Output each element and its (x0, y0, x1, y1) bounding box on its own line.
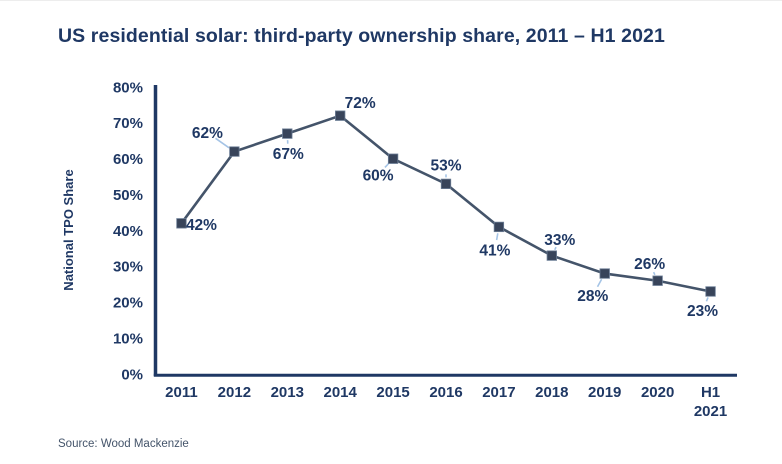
y-axis-tick-label: 50% (113, 187, 143, 204)
x-axis-tick-label: 2018 (535, 384, 568, 401)
label-leader-line (596, 278, 603, 288)
x-axis-tick-label: 2011 (165, 384, 198, 401)
y-axis-title: National TPO Share (61, 169, 76, 290)
data-point-label: 72% (345, 95, 376, 112)
data-point-label: 42% (186, 217, 217, 234)
label-leader-line (554, 246, 557, 251)
label-leader-line (215, 137, 230, 149)
x-axis-tick-label: 2015 (376, 384, 409, 401)
x-axis-tick-label: 2016 (429, 384, 462, 401)
x-axis-tick-label: 2017 (482, 384, 515, 401)
y-axis-tick-label: 70% (113, 115, 143, 132)
data-point-label: 33% (544, 232, 575, 249)
x-axis-tick-label: 2012 (218, 384, 251, 401)
data-point-marker (176, 218, 187, 229)
data-point-label: 67% (273, 146, 304, 163)
chart-title: US residential solar: third-party owners… (58, 25, 665, 47)
data-point-label: 23% (687, 303, 718, 320)
data-point-marker (652, 275, 663, 286)
x-axis-tick-label: H1 2021 (694, 384, 727, 420)
y-axis-tick-label: 30% (113, 259, 143, 276)
label-leader-line (384, 162, 390, 169)
data-point-marker (599, 268, 610, 279)
label-leader-line (705, 297, 709, 302)
data-point-marker (335, 110, 346, 121)
label-leader-line (495, 233, 499, 241)
data-point-label: 53% (430, 157, 461, 174)
data-point-label: 62% (192, 125, 223, 142)
data-point-marker (493, 221, 505, 233)
label-leader-line (652, 271, 656, 276)
data-point-marker (387, 153, 399, 164)
data-point-marker (229, 146, 240, 157)
data-point-label: 26% (634, 256, 665, 273)
data-point-marker (546, 250, 557, 261)
y-axis-tick-label: 80% (113, 79, 143, 96)
x-axis-tick-label: 2020 (641, 384, 674, 401)
data-point-marker (705, 286, 716, 297)
data-point-label: 60% (363, 167, 394, 184)
data-point-marker (440, 178, 452, 190)
y-axis-tick-label: 0% (121, 366, 143, 383)
source-note: Source: Wood Mackenzie (58, 438, 189, 450)
x-axis-tick-label: 2013 (271, 384, 304, 401)
y-axis-tick-label: 20% (113, 295, 143, 312)
y-axis-tick-label: 40% (113, 223, 143, 240)
data-point-label: 28% (577, 288, 608, 305)
data-point-label: 41% (479, 242, 510, 259)
data-point-marker (282, 128, 293, 139)
y-axis-tick-label: 60% (113, 151, 143, 168)
x-axis-tick-label: 2019 (588, 384, 621, 401)
x-axis-tick-label: 2014 (323, 384, 357, 401)
series-line (180, 114, 711, 293)
y-axis-tick-label: 10% (113, 330, 143, 347)
